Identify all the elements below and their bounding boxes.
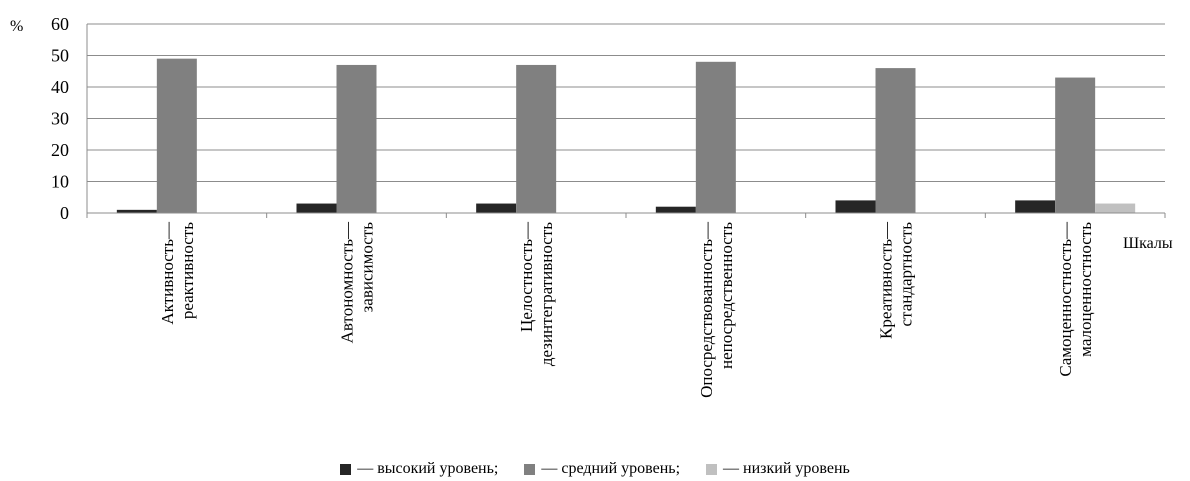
- legend-swatch: [706, 463, 718, 475]
- x-tick-label: Креативность—стандартность: [877, 221, 916, 339]
- y-tick-label: 50: [51, 46, 69, 66]
- legend-item: — низкий уровень: [706, 460, 850, 478]
- legend: — высокий уровень; — средний уровень; — ни…: [0, 459, 1190, 479]
- legend-label: — низкий уровень: [723, 460, 850, 477]
- bar: [116, 209, 157, 213]
- bar: [875, 68, 916, 213]
- x-tick-label: Самоценностность—малоценностность: [1056, 221, 1095, 377]
- bar: [1095, 203, 1136, 213]
- bar: [516, 64, 557, 213]
- bars: [116, 58, 1136, 214]
- x-tick-label: Целостность—дезинтегративность: [517, 221, 556, 366]
- bar: [655, 206, 696, 213]
- legend-item: — средний уровень;: [524, 460, 680, 478]
- axes: [86, 24, 1166, 218]
- bar: [835, 200, 876, 213]
- bar: [336, 64, 377, 213]
- y-tick-label: 20: [51, 140, 69, 160]
- bar: [296, 203, 337, 213]
- bar: [476, 203, 517, 213]
- x-tick-label: Опосредствованность—непосредственность: [697, 221, 736, 398]
- bar: [1015, 200, 1056, 213]
- x-axis-label: Шкалы: [1123, 235, 1173, 252]
- legend-swatch: [524, 463, 536, 475]
- y-tick-label: 0: [60, 203, 69, 223]
- y-tick-label: 40: [51, 77, 69, 97]
- x-tick-label: Автономность—зависимость: [338, 221, 377, 343]
- x-tick-label: Активность—реактивность: [158, 221, 197, 325]
- y-tick-label: 10: [51, 172, 69, 192]
- bar: [695, 61, 736, 213]
- bar: [156, 58, 197, 214]
- legend-swatch: [340, 463, 352, 475]
- legend-item: — высокий уровень;: [340, 460, 498, 478]
- y-axis-label: %: [10, 18, 23, 35]
- y-tick-label: 30: [51, 109, 69, 129]
- legend-label: — средний уровень;: [541, 460, 681, 477]
- bar: [1055, 77, 1096, 213]
- grid-lines: [87, 23, 1165, 182]
- y-tick-label: 60: [51, 14, 69, 34]
- legend-label: — высокий уровень;: [357, 460, 499, 477]
- axis-labels: 0 10 20 30 40 50 60 Активность—реактивность Авто…: [51, 14, 1095, 398]
